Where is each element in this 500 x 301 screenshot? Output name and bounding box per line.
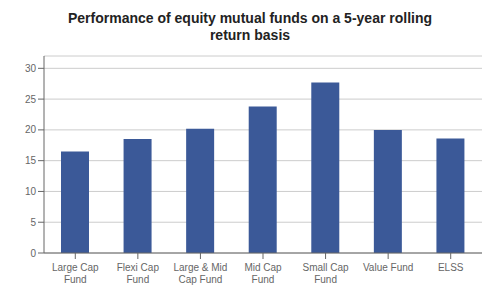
- svg-text:5: 5: [30, 217, 36, 228]
- svg-text:Value Fund: Value Fund: [363, 262, 413, 273]
- svg-text:0: 0: [30, 248, 36, 259]
- svg-text:10: 10: [25, 186, 37, 197]
- html-text:return basis: return basis: [209, 27, 291, 43]
- html-text:Performance of equity mutual f: Performance of equity mutual funds on a …: [68, 10, 432, 26]
- svg-text:Flexi CapFund: Flexi CapFund: [117, 262, 160, 285]
- svg-text:Mid CapFund: Mid CapFund: [244, 262, 282, 285]
- svg-text:Large CapFund: Large CapFund: [52, 262, 99, 285]
- svg-text:20: 20: [25, 124, 37, 135]
- svg-text:Small CapFund: Small CapFund: [303, 262, 350, 285]
- svg-text:ELSS: ELSS: [438, 262, 464, 273]
- svg-text:15: 15: [25, 155, 37, 166]
- svg-text:Large & MidCap Fund: Large & MidCap Fund: [173, 262, 227, 285]
- svg-text:30: 30: [25, 63, 37, 74]
- svg-text:25: 25: [25, 94, 37, 105]
